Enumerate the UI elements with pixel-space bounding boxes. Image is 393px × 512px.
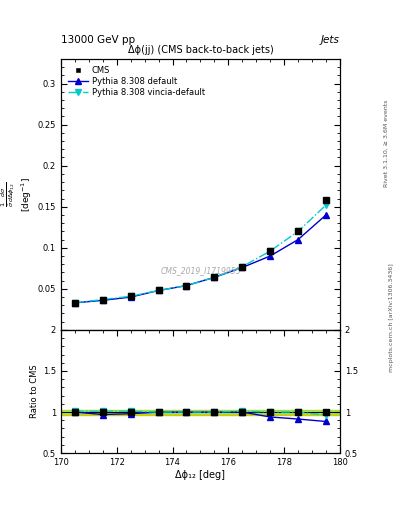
Y-axis label: $\frac{1}{\bar{\sigma}}\frac{d\sigma}{d\Delta\phi_{12}}$
[deg$^{-1}$]: $\frac{1}{\bar{\sigma}}\frac{d\sigma}{d\… [0,177,33,212]
Title: Δϕ(jj) (CMS back-to-back jets): Δϕ(jj) (CMS back-to-back jets) [128,46,273,55]
Bar [61,411,340,413]
X-axis label: Δϕ₁₂ [deg]: Δϕ₁₂ [deg] [175,470,226,480]
Legend: CMS, Pythia 8.308 default, Pythia 8.308 vincia-default: CMS, Pythia 8.308 default, Pythia 8.308 … [65,63,208,99]
Text: mcplots.cern.ch [arXiv:1306.3436]: mcplots.cern.ch [arXiv:1306.3436] [389,263,393,372]
Y-axis label: Ratio to CMS: Ratio to CMS [30,365,39,418]
Text: CMS_2019_I1719955: CMS_2019_I1719955 [160,266,241,275]
Text: 13000 GeV pp: 13000 GeV pp [61,35,135,45]
Bar [61,410,340,415]
Text: Rivet 3.1.10, ≥ 3.6M events: Rivet 3.1.10, ≥ 3.6M events [384,100,388,187]
Text: Jets: Jets [321,35,340,45]
